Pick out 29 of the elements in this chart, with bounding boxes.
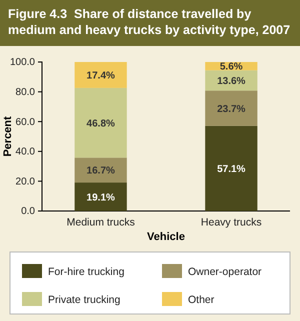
bar: [205, 126, 258, 211]
legend-label: Other: [188, 294, 215, 306]
bar: [74, 62, 127, 88]
bar: [74, 182, 127, 211]
data-label: 13.6%: [217, 76, 246, 87]
y-tick-label: 80.0: [16, 87, 36, 98]
bar: [74, 158, 127, 183]
y-tick-label: 100.0: [10, 57, 36, 68]
y-axis-title: Percent: [2, 116, 14, 157]
x-tick-label: Heavy trucks: [200, 216, 262, 229]
x-tick-label: Medium trucks: [66, 216, 135, 229]
data-label: 16.7%: [86, 166, 116, 177]
y-tick-label: 0.0: [21, 206, 36, 218]
y-tick-label: 40.0: [16, 146, 36, 158]
data-label: 19.1%: [86, 192, 116, 204]
x-axis-title: Vehicle: [147, 231, 185, 243]
chart-title: Figure 4.3 Share of distance travelled by medium and heavy trucks by activity type, 2007: [8, 7, 290, 37]
bar: [74, 88, 127, 158]
data-label: 17.4%: [86, 70, 116, 82]
y-tick-label: 60.0: [16, 116, 36, 128]
legend-label: Private trucking: [48, 294, 121, 306]
data-label: 5.6%: [220, 62, 243, 73]
data-label: 23.7%: [217, 104, 246, 115]
data-label: 57.1%: [217, 164, 246, 175]
legend-label: Owner-operator: [188, 266, 262, 278]
y-tick-label: 20.0: [16, 176, 36, 188]
data-label: 46.8%: [86, 118, 116, 130]
legend-label: For-hire trucking: [48, 266, 125, 278]
bar: [205, 90, 258, 126]
